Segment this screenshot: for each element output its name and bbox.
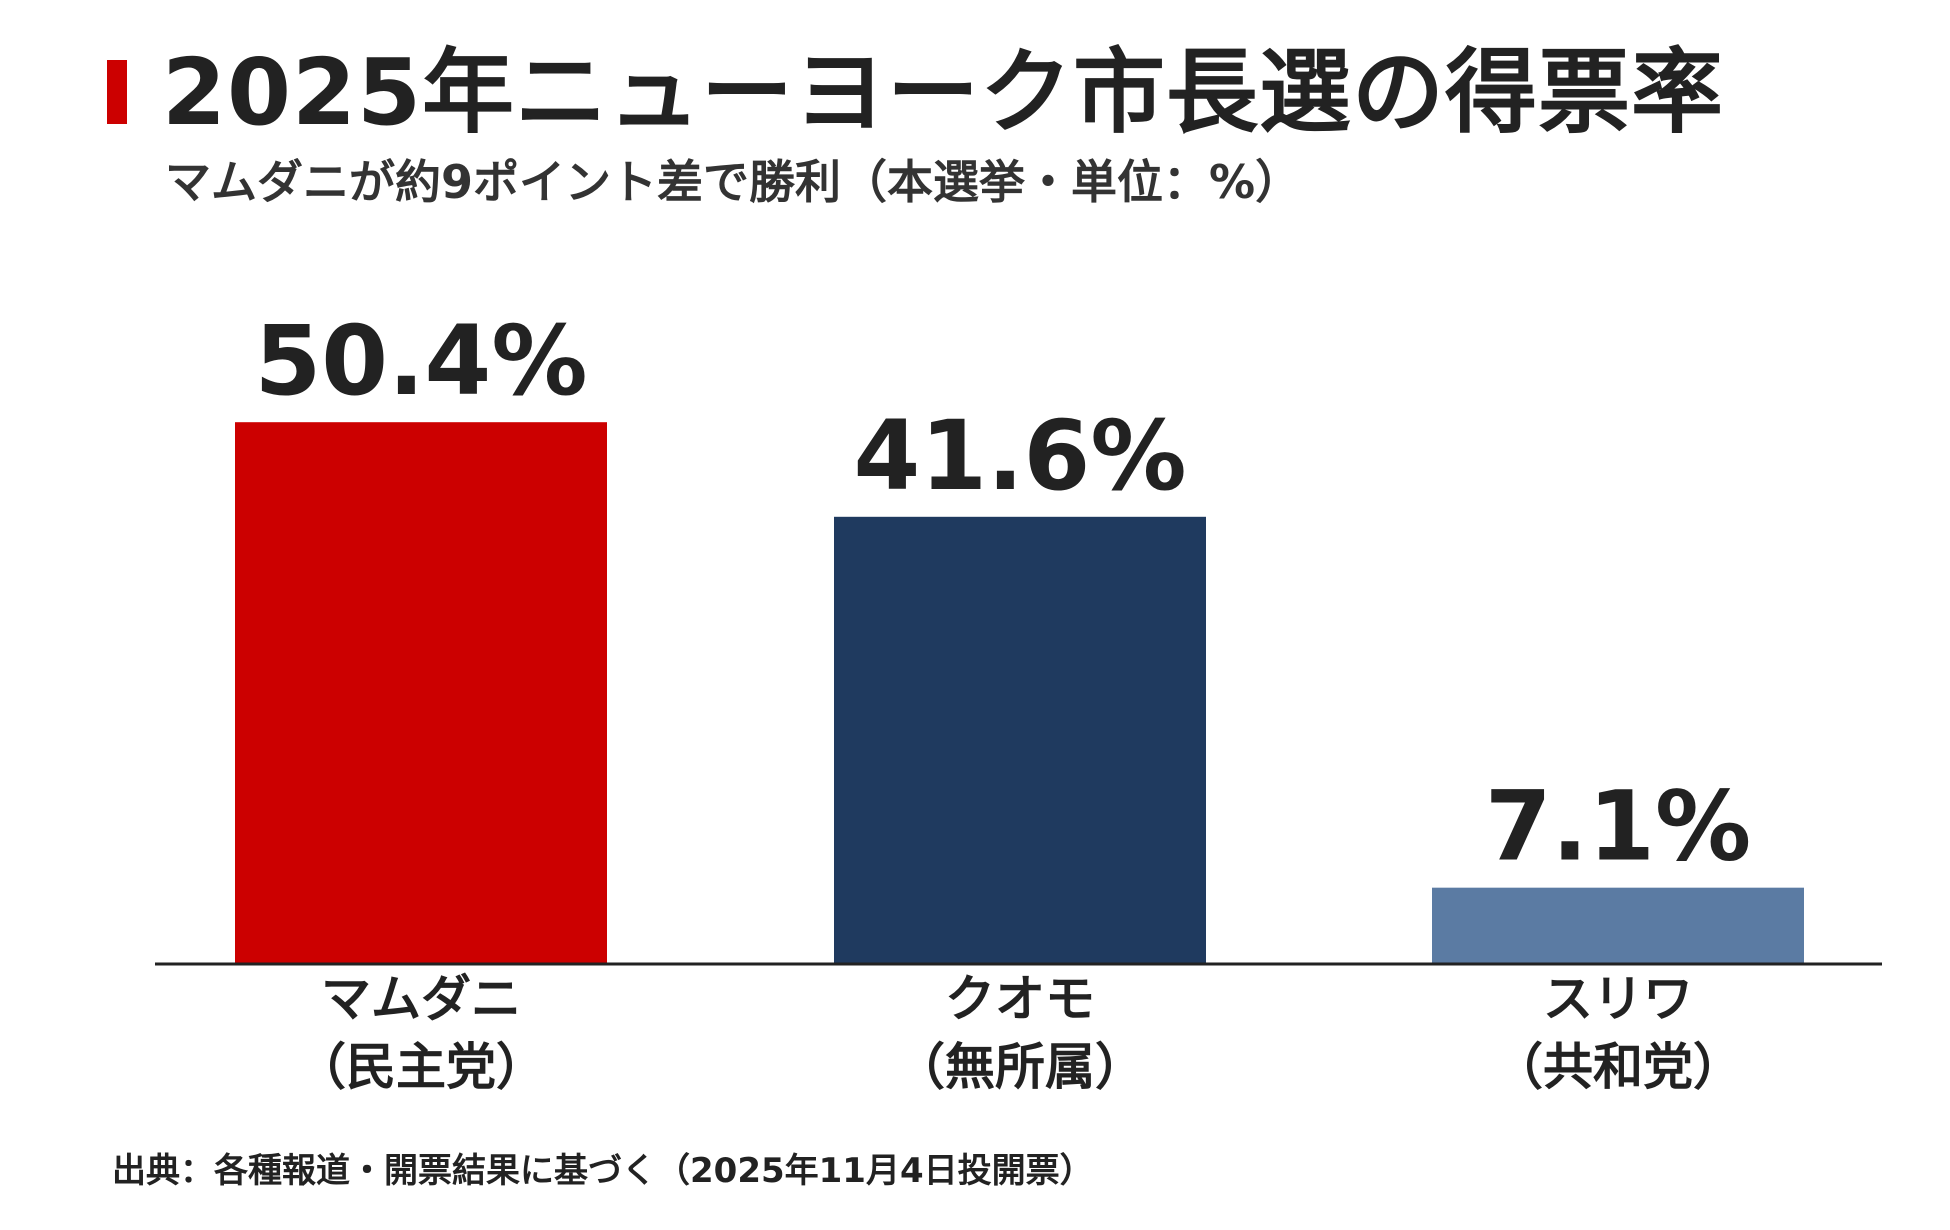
bars-group [235, 422, 1804, 964]
bar-2 [834, 516, 1206, 964]
source-note: 出典：各種報道・開票結果に基づく（2025年11月4日投開票） [112, 1151, 1094, 1191]
category-label-2: クオモ [945, 970, 1095, 1028]
category-label-1: マムダニ [321, 970, 521, 1028]
chart-subtitle: マムダニが約9ポイント差で勝利（本選挙・単位：%） [165, 155, 1302, 209]
value-label-3: 7.1% [1485, 771, 1751, 883]
category-sublabel-1: （民主党） [296, 1038, 546, 1096]
category-sublabel-2: （無所属） [895, 1038, 1145, 1096]
category-sublabel-3: （共和党） [1493, 1038, 1743, 1096]
bar-3 [1432, 887, 1804, 964]
value-label-1: 50.4% [254, 305, 587, 417]
labels-group: 50.4% マムダニ （民主党） 41.6% クオモ （無所属） 7.1% スリワ （共和党） [254, 305, 1751, 1096]
value-label-2: 41.6% [853, 400, 1186, 512]
title-accent-bar [107, 60, 127, 124]
bar-1 [235, 422, 607, 964]
chart-title: 2025年ニューヨーク市長選の得票率 [162, 39, 1725, 146]
category-label-3: スリワ [1543, 970, 1693, 1028]
